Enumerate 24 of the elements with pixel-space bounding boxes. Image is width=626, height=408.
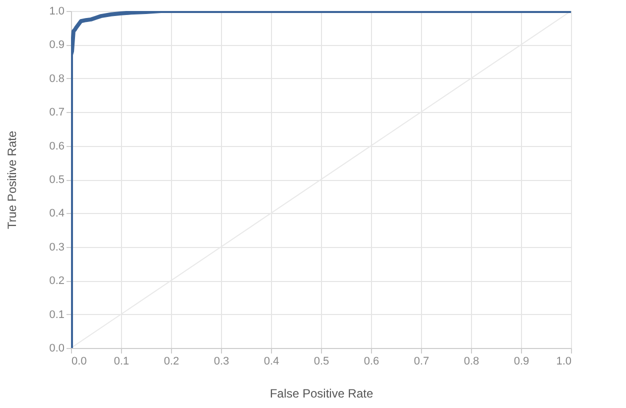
x-tick-label: 0.2	[164, 356, 180, 368]
y-tick-label: 1.0	[49, 6, 64, 18]
x-tick-label: 0.6	[364, 356, 380, 368]
x-tick-label: 0.8	[464, 356, 480, 368]
x-tick-label: 0.3	[214, 356, 230, 368]
y-tick-label: 0.6	[49, 140, 64, 152]
y-tick-label: 0.2	[49, 275, 64, 288]
y-tick-label: 0.9	[49, 39, 64, 52]
y-tick-label: 0.4	[49, 208, 64, 220]
y-tick-label: 0.3	[49, 241, 64, 254]
y-tick-label: 0.7	[49, 106, 64, 119]
x-tick-label: 0.7	[414, 356, 430, 368]
y-tick-label: 0.5	[49, 174, 64, 186]
y-tick-label: 0.1	[49, 308, 64, 321]
x-tick-label: 0.5	[314, 356, 330, 368]
x-tick-label: 0.9	[514, 356, 530, 368]
x-tick-label: 0.4	[264, 356, 280, 368]
x-tick-label: 0.0	[72, 356, 87, 368]
y-tick-label: 0.0	[49, 342, 64, 354]
x-tick-label: 1.0	[556, 356, 572, 368]
x-axis-title: False Positive Rate	[270, 386, 374, 400]
y-axis-title: True Positive Rate	[5, 130, 20, 230]
y-tick-label: 0.8	[49, 72, 64, 85]
x-tick-label: 0.1	[114, 356, 130, 368]
